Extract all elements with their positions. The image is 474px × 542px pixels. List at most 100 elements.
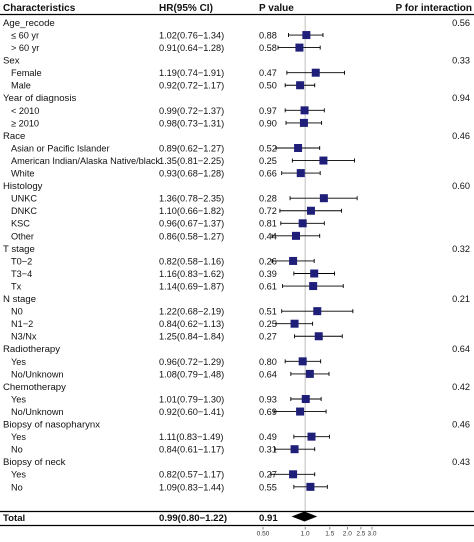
subgroup-label: ≥ 2010	[11, 118, 39, 128]
subgroup-label: Yes	[11, 432, 26, 442]
total-diamond	[291, 511, 318, 522]
hr-ci-text: 0.93(0.68−1.28)	[159, 169, 224, 179]
p-interaction-value: 0.46	[452, 131, 470, 141]
x-tick-label: 2.5	[356, 531, 365, 538]
p-value: 0.97	[259, 106, 277, 116]
p-interaction-value: 0.33	[452, 56, 470, 66]
hr-ci-text: 1.10(0.66−1.82)	[159, 206, 224, 216]
hr-marker	[294, 144, 303, 152]
hr-ci-text: 0.99(0.72−1.37)	[159, 106, 224, 116]
hr-marker	[311, 68, 320, 77]
p-value: 0.27	[259, 332, 277, 342]
p-interaction-value: 0.32	[452, 244, 470, 254]
group-label: Sex	[3, 56, 20, 67]
group-label: Histology	[3, 181, 43, 192]
group-label: Chemotherapy	[3, 382, 66, 393]
hr-ci-text: 1.19(0.74−1.91)	[159, 68, 224, 78]
group-label: Biopsy of nasopharynx	[3, 420, 100, 431]
hr-marker	[306, 482, 315, 491]
p-interaction-value: 0.64	[452, 344, 470, 354]
hr-marker	[290, 445, 299, 454]
hr-ci-text: 1.11(0.83−1.49)	[159, 432, 223, 442]
group-label: T stage	[3, 244, 35, 255]
p-interaction-value: 0.60	[452, 181, 470, 191]
hr-ci-text: 1.08(0.79−1.48)	[159, 369, 224, 379]
p-value: 0.88	[259, 30, 277, 40]
p-value: 0.93	[259, 394, 277, 404]
hr-ci-text: 1.01(0.79−1.30)	[159, 394, 224, 404]
subgroup-label: Asian or Pacific Islander	[11, 143, 110, 153]
group-label: Year of diagnosis	[3, 93, 76, 104]
hr-ci-text: 1.09(0.83−1.44)	[159, 482, 224, 492]
x-tick-label: 1.0	[301, 531, 310, 538]
hr-marker	[305, 369, 314, 378]
group-label: Biopsy of neck	[3, 457, 66, 468]
hr-ci-text: 0.92(0.60−1.41)	[159, 407, 224, 417]
hr-marker	[314, 332, 323, 341]
group-label: N stage	[3, 294, 36, 305]
hr-ci-text: 1.36(0.78−2.35)	[159, 194, 224, 204]
hr-marker	[291, 231, 300, 240]
hr-marker	[289, 256, 298, 265]
p-value: 0.25	[259, 319, 277, 329]
hr-marker	[298, 357, 307, 366]
p-value: 0.81	[259, 219, 277, 229]
subgroup-label: No/Unknown	[11, 369, 64, 379]
hr-ci-text: 0.84(0.61−1.17)	[159, 445, 224, 455]
p-value: 0.64	[259, 369, 277, 379]
p-value: 0.26	[259, 256, 277, 266]
p-interaction-value: 0.94	[452, 93, 470, 103]
p-value: 0.49	[259, 432, 277, 442]
hr-ci-text: 0.82(0.58−1.16)	[159, 256, 224, 266]
subgroup-label: > 60 yr	[11, 43, 39, 53]
hr-ci-text: 0.96(0.72−1.29)	[159, 357, 224, 367]
p-interaction-value: 0.21	[452, 294, 470, 304]
total-hr-text: 0.99(0.80−1.22)	[159, 513, 227, 524]
subgroup-label: T0−2	[11, 256, 32, 266]
header-characteristics: Characteristics	[3, 3, 76, 14]
p-value: 0.28	[259, 194, 277, 204]
hr-ci-text: 0.98(0.73−1.31)	[159, 118, 224, 128]
p-value: 0.50	[259, 81, 277, 91]
hr-marker	[306, 206, 315, 215]
hr-marker	[319, 194, 328, 203]
subgroup-label: White	[11, 169, 35, 179]
hr-marker	[313, 307, 322, 316]
p-value: 0.58	[259, 43, 277, 53]
hr-ci-text: 1.35(0.81−2.25)	[159, 156, 224, 166]
hr-ci-text: 1.14(0.69−1.87)	[159, 281, 224, 291]
hr-ci-text: 1.25(0.84−1.84)	[159, 332, 224, 342]
hr-marker	[301, 395, 310, 403]
hr-ci-text: 0.92(0.72−1.17)	[159, 81, 224, 91]
subgroup-label: Other	[11, 231, 34, 241]
x-tick-label: 3.0	[367, 531, 376, 538]
hr-marker	[307, 432, 316, 441]
subgroup-label: N3/Nx	[11, 332, 37, 342]
subgroup-label: Yes	[11, 470, 26, 480]
hr-marker	[298, 219, 307, 228]
group-label: Age_recode	[3, 18, 55, 29]
hr-ci-text: 1.02(0.76−1.34)	[159, 30, 224, 40]
p-value: 0.27	[259, 470, 277, 480]
hr-marker	[309, 282, 318, 291]
hr-ci-text: 0.96(0.67−1.37)	[159, 219, 224, 229]
subgroup-label: KSC	[11, 219, 30, 229]
hr-marker	[302, 31, 311, 40]
subgroup-label: ≤ 60 yr	[11, 30, 39, 40]
header-p-value: P value	[259, 3, 294, 14]
subgroup-label: Male	[11, 81, 31, 91]
hr-marker	[319, 156, 328, 165]
hr-marker	[296, 407, 305, 416]
p-value: 0.69	[259, 407, 277, 417]
total-label: Total	[3, 513, 25, 524]
hr-ci-text: 0.91(0.64−1.28)	[159, 43, 224, 53]
subgroup-label: Female	[11, 68, 42, 78]
hr-ci-text: 0.89(0.62−1.27)	[159, 143, 224, 153]
p-value: 0.72	[259, 206, 277, 216]
table-rows: Age_recode 0.56 ≤ 60 yr 1.02(0.76−1.34) 0.88…	[3, 18, 470, 492]
hr-marker	[300, 106, 309, 115]
subgroup-label: Yes	[11, 394, 26, 404]
subgroup-label: N0	[11, 307, 23, 317]
hr-ci-text: 1.16(0.83−1.62)	[159, 269, 224, 279]
